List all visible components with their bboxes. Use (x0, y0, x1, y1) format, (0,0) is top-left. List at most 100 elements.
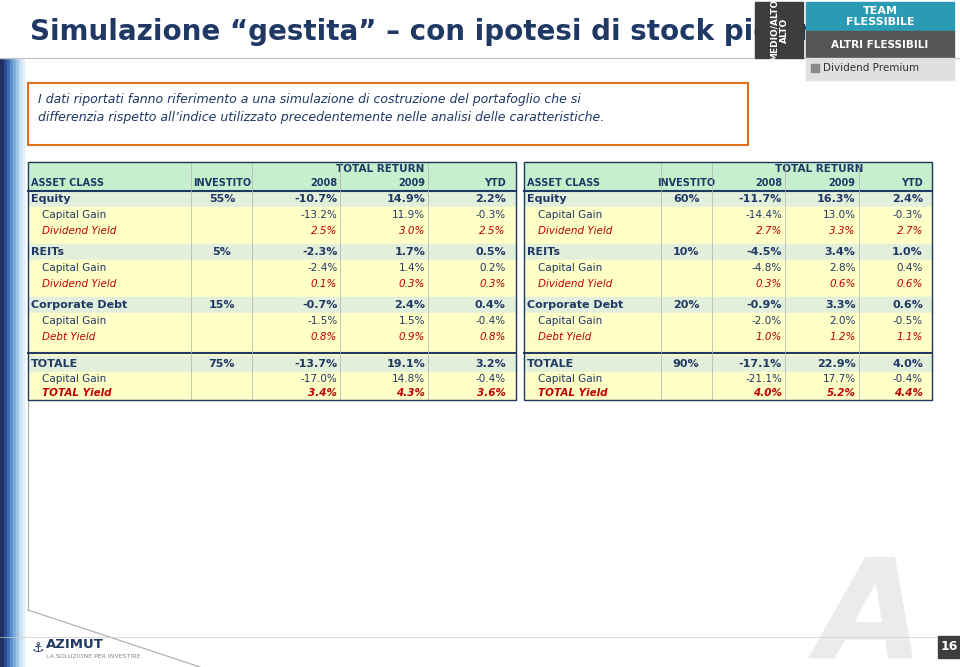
Text: 4.0%: 4.0% (754, 388, 782, 398)
Bar (806, 2, 954, 31)
Text: -0.4%: -0.4% (893, 374, 923, 384)
Text: 2.2%: 2.2% (475, 194, 506, 204)
Text: Capital Gain: Capital Gain (42, 210, 107, 220)
Text: REITs: REITs (527, 247, 560, 257)
Text: 1.4%: 1.4% (398, 263, 425, 273)
Text: Capital Gain: Capital Gain (538, 374, 602, 384)
Text: 2009: 2009 (398, 179, 425, 189)
Bar (28, 345, 516, 350)
Text: Debt Yield: Debt Yield (42, 332, 95, 342)
Bar (10, 0, 13, 667)
Text: 2008: 2008 (310, 179, 337, 189)
Bar (524, 313, 932, 329)
Bar (524, 372, 932, 386)
Bar (0, 0, 4, 667)
Text: 0.3%: 0.3% (479, 279, 506, 289)
Text: -21.1%: -21.1% (745, 374, 782, 384)
Text: -1.5%: -1.5% (307, 316, 337, 326)
Text: 90%: 90% (673, 359, 700, 369)
Bar (524, 356, 932, 372)
Text: TOTAL Yield: TOTAL Yield (42, 388, 111, 398)
Bar (524, 292, 932, 297)
Text: -17.1%: -17.1% (739, 359, 782, 369)
Text: INVESTITO: INVESTITO (657, 179, 715, 189)
Bar (28, 276, 516, 292)
Text: Dividend Yield: Dividend Yield (538, 279, 612, 289)
Bar (19, 0, 22, 667)
Text: -13.2%: -13.2% (300, 210, 337, 220)
Text: 0.1%: 0.1% (311, 279, 337, 289)
Bar (28, 297, 516, 313)
Text: 3.0%: 3.0% (398, 226, 425, 236)
Bar (16, 0, 19, 667)
Text: -0.4%: -0.4% (475, 316, 506, 326)
Bar (28, 162, 516, 400)
Text: 2.7%: 2.7% (897, 226, 923, 236)
Text: 2.0%: 2.0% (829, 316, 855, 326)
Text: Capital Gain: Capital Gain (42, 374, 107, 384)
Bar (524, 191, 932, 207)
Bar (7, 0, 10, 667)
Bar (524, 162, 932, 176)
Text: YTD: YTD (901, 179, 923, 189)
Text: -0.9%: -0.9% (747, 300, 782, 310)
Bar (28, 162, 516, 400)
Text: 0.4%: 0.4% (475, 300, 506, 310)
Text: Capital Gain: Capital Gain (538, 263, 602, 273)
Text: REITs: REITs (31, 247, 64, 257)
Text: 2.5%: 2.5% (311, 226, 337, 236)
Text: INVESTITO: INVESTITO (193, 179, 252, 189)
Bar (28, 292, 516, 297)
Text: 2.8%: 2.8% (829, 263, 855, 273)
Text: Capital Gain: Capital Gain (42, 316, 107, 326)
Text: Capital Gain: Capital Gain (42, 263, 107, 273)
Bar (28, 244, 516, 260)
Text: 19.1%: 19.1% (387, 359, 425, 369)
Text: I dati riportati fanno riferimento a una simulazione di costruzione del portafog: I dati riportati fanno riferimento a una… (38, 93, 581, 105)
Text: 1.1%: 1.1% (897, 332, 923, 342)
Text: -14.4%: -14.4% (745, 210, 782, 220)
Text: 2.5%: 2.5% (479, 226, 506, 236)
Text: 0.9%: 0.9% (398, 332, 425, 342)
Bar (28, 356, 516, 372)
Bar (524, 345, 932, 350)
Text: Dividend Yield: Dividend Yield (42, 226, 116, 236)
Text: -10.7%: -10.7% (294, 194, 337, 204)
Bar (28, 83, 748, 145)
Bar (28, 260, 516, 276)
Text: -13.7%: -13.7% (294, 359, 337, 369)
Text: 0.4%: 0.4% (897, 263, 923, 273)
Text: 10%: 10% (673, 247, 700, 257)
Text: Capital Gain: Capital Gain (538, 316, 602, 326)
Text: Dividend Premium: Dividend Premium (823, 63, 919, 73)
Text: Debt Yield: Debt Yield (538, 332, 591, 342)
Text: 2009: 2009 (828, 179, 855, 189)
Text: 2.4%: 2.4% (892, 194, 923, 204)
Text: 2.4%: 2.4% (395, 300, 425, 310)
Text: -0.5%: -0.5% (893, 316, 923, 326)
Text: 0.8%: 0.8% (479, 332, 506, 342)
Text: 0.8%: 0.8% (311, 332, 337, 342)
Text: -2.3%: -2.3% (302, 247, 337, 257)
Bar (28, 191, 516, 207)
Bar (28, 372, 516, 386)
Text: Simulazione “gestita” – con ipotesi di stock picking: Simulazione “gestita” – con ipotesi di s… (30, 18, 837, 46)
Bar (28, 329, 516, 345)
Text: ⚓: ⚓ (32, 641, 44, 655)
Bar (28, 207, 516, 223)
Text: 1.7%: 1.7% (395, 247, 425, 257)
Text: YTD: YTD (484, 179, 506, 189)
Bar (22, 0, 24, 667)
Bar (755, 2, 803, 58)
Text: 4.4%: 4.4% (894, 388, 923, 398)
Text: 3.3%: 3.3% (825, 300, 855, 310)
Bar (524, 207, 932, 223)
Text: -0.4%: -0.4% (475, 374, 506, 384)
Text: 0.6%: 0.6% (829, 279, 855, 289)
Text: differenzia rispetto all’indice utilizzato precedentemente nelle analisi delle c: differenzia rispetto all’indice utilizza… (38, 111, 604, 125)
Bar (524, 297, 932, 313)
Text: -4.5%: -4.5% (747, 247, 782, 257)
Text: 20%: 20% (673, 300, 700, 310)
Text: -17.0%: -17.0% (300, 374, 337, 384)
Text: 15%: 15% (208, 300, 235, 310)
